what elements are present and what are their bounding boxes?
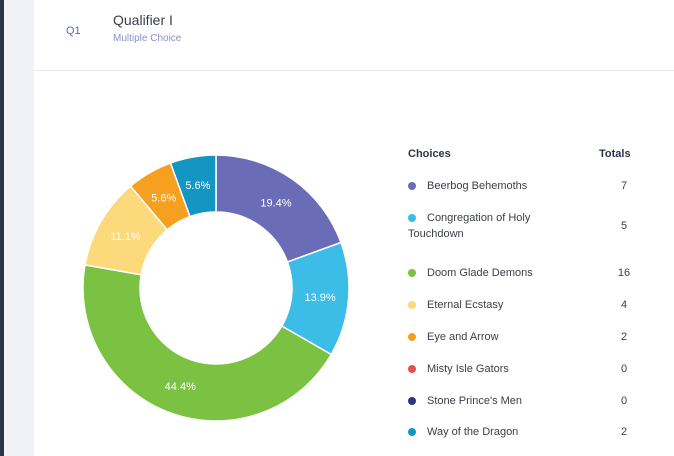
slice-label: 44.4%	[165, 381, 196, 393]
slice-label: 5.6%	[185, 180, 210, 192]
legend-swatch	[408, 269, 416, 277]
slice-label: 19.4%	[260, 197, 291, 209]
question-number: Q1	[66, 25, 81, 37]
legend-total-value: 5	[620, 220, 628, 232]
legend-swatch	[408, 333, 416, 341]
legend-choice-label: Way of the Dragon	[427, 426, 519, 438]
question-title: Qualifier I	[113, 12, 173, 28]
slice-doom-glade-demons[interactable]	[82, 264, 333, 422]
legend-total-value: 16	[617, 267, 631, 279]
slice-label: 11.1%	[110, 231, 141, 243]
legend-swatch	[408, 365, 416, 373]
legend-total-value: 7	[620, 180, 628, 192]
slice-label: 13.9%	[305, 292, 336, 304]
choices-header: Choices	[408, 148, 451, 160]
legend-total-value: 2	[620, 331, 628, 343]
question-header: Q1 Qualifier I Multiple Choice	[34, 0, 674, 71]
question-type: Multiple Choice	[113, 33, 182, 44]
legend-choice-label: Eternal Ecstasy	[427, 299, 504, 311]
legend-choice-label: Beerbog Behemoths	[427, 180, 528, 192]
legend-swatch	[408, 397, 416, 405]
legend-total-value: 0	[620, 363, 628, 375]
legend-total-value: 4	[620, 299, 628, 311]
legend-total-value: 2	[620, 426, 628, 438]
legend-swatch	[408, 428, 416, 436]
legend-choice-label: Stone Prince's Men	[427, 395, 523, 407]
legend-swatch	[408, 182, 416, 190]
legend-swatch	[408, 301, 416, 309]
question-panel: Q1 Qualifier I Multiple Choice 19.4% 13.9…	[34, 0, 674, 456]
legend-choice-label: Doom Glade Demons	[427, 267, 533, 279]
totals-header: Totals	[599, 148, 631, 160]
slice-label: 5.6%	[151, 193, 176, 205]
slice-way-of-the-dragon[interactable]	[169, 155, 217, 218]
legend-choice-label: Congregation of Holy Touchdown	[408, 212, 531, 240]
legend-swatch	[408, 214, 416, 222]
legend-total-value: 0	[620, 395, 628, 407]
left-nav-edge	[0, 0, 4, 456]
left-gutter	[4, 0, 34, 456]
legend-choice-label: Misty Isle Gators	[427, 363, 509, 375]
donut-chart: 19.4% 13.9% 44.4% 11.1% 5.6% 5.6%	[82, 155, 350, 422]
legend-choice-label: Eye and Arrow	[427, 331, 499, 343]
